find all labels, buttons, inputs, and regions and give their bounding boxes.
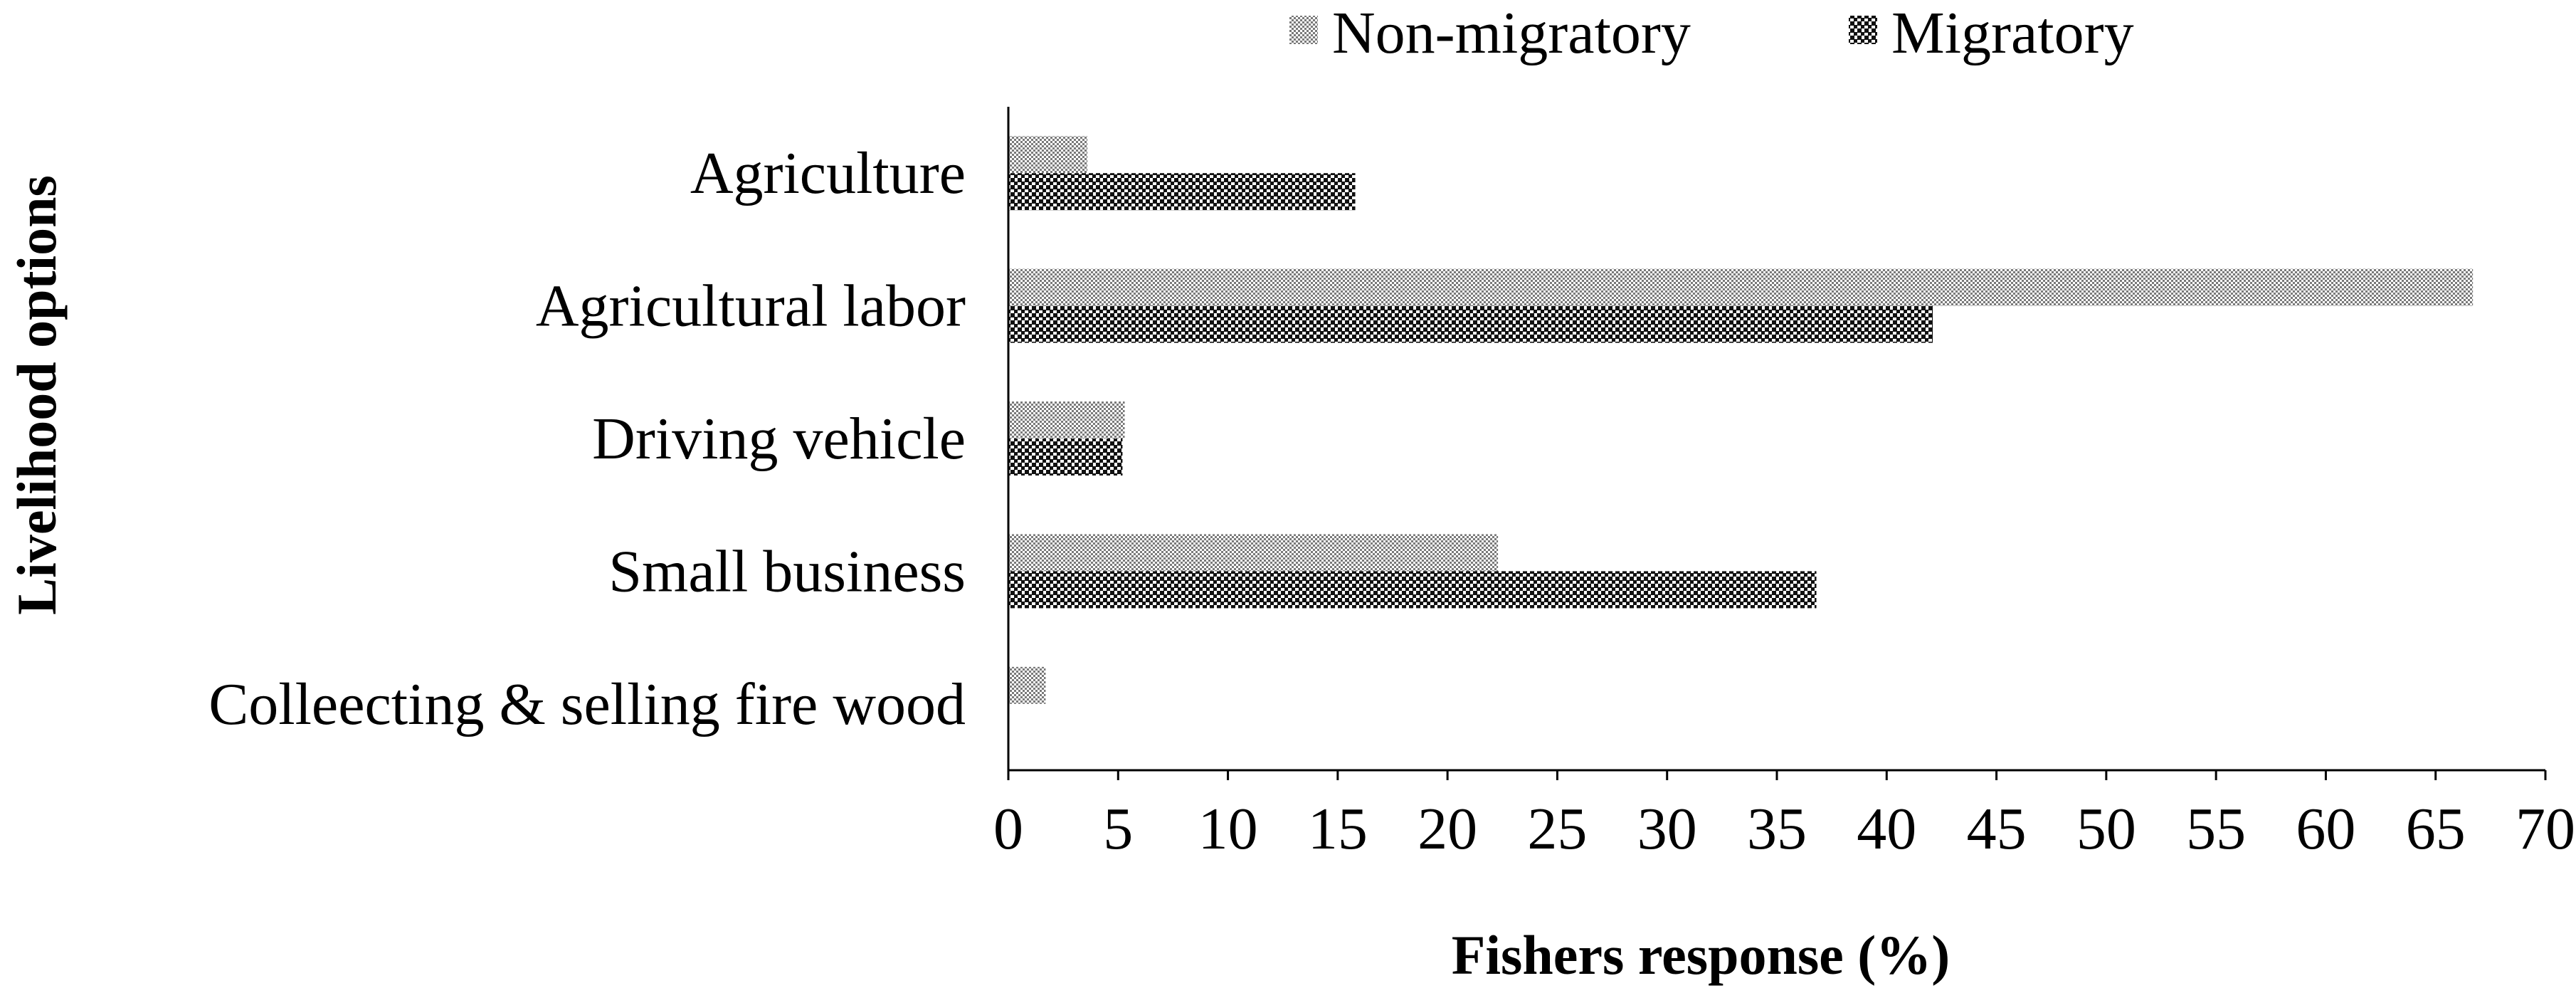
x-tick-label: 70: [2516, 796, 2575, 862]
x-tick-label: 65: [2406, 796, 2466, 862]
bar-migratory: [1008, 173, 1356, 211]
legend-label: Non-migratory: [1332, 0, 1691, 66]
bar-non-migratory: [1008, 268, 2474, 306]
legend-label: Migratory: [1891, 0, 2134, 66]
x-tick-label: 60: [2296, 796, 2355, 862]
x-tick-label: 40: [1857, 796, 1916, 862]
bar-migratory: [1008, 305, 1933, 343]
x-tick-label: 45: [1967, 796, 2027, 862]
bar-non-migratory: [1008, 401, 1125, 439]
category-labels: Agriculture Agricultural labor Driving veh…: [208, 140, 966, 737]
x-axis-title: Fishers response (%): [1452, 924, 1951, 986]
bar-migratory: [1008, 439, 1123, 476]
bar-migratory: [1008, 571, 1817, 609]
legend: Non-migratory Migratory: [1289, 0, 2134, 66]
category-label: Small business: [608, 538, 966, 604]
x-tick-label: 30: [1637, 796, 1697, 862]
x-tick-label: 55: [2186, 796, 2246, 862]
x-tick-label: 0: [993, 796, 1023, 862]
bars: [1008, 136, 2474, 704]
x-ticks: 0 5 10 15 20 25 30 35 40 45 50 55 60 65 70: [993, 770, 2575, 862]
bar-non-migratory: [1008, 666, 1046, 704]
x-tick-label: 15: [1308, 796, 1368, 862]
x-tick-label: 25: [1527, 796, 1587, 862]
x-tick-label: 20: [1418, 796, 1477, 862]
category-label: Agriculture: [690, 140, 966, 206]
legend-swatch: [1289, 16, 1318, 44]
legend-swatch: [1849, 16, 1877, 44]
x-tick-label: 35: [1747, 796, 1807, 862]
x-tick-label: 10: [1198, 796, 1258, 862]
x-tick-label: 50: [2076, 796, 2136, 862]
category-label: Colleecting & selling fire wood: [208, 671, 966, 737]
bar-non-migratory: [1008, 136, 1088, 174]
category-label: Agricultural labor: [536, 273, 966, 340]
bar-non-migratory: [1008, 534, 1499, 572]
y-axis-title: Livelihood options: [6, 175, 68, 615]
x-tick-label: 5: [1103, 796, 1133, 862]
category-label: Driving vehicle: [592, 406, 966, 472]
